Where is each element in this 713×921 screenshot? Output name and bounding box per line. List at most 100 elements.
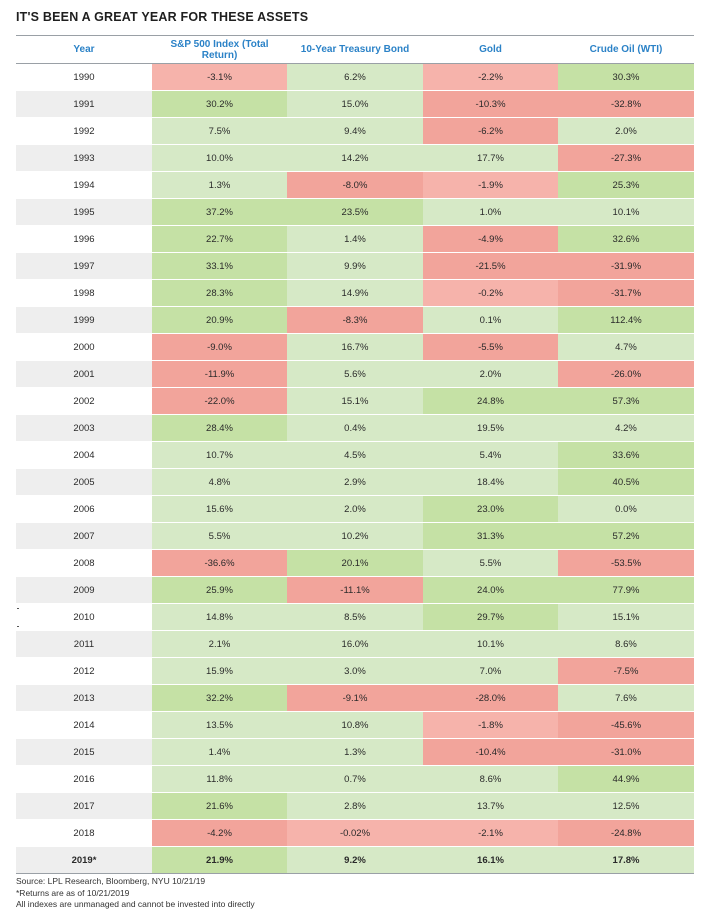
year-cell: 1999	[16, 306, 152, 334]
sp500-value-cell: 15.6%	[152, 495, 287, 523]
year-cell: 2016	[16, 765, 152, 793]
sp500-value-cell: 28.4%	[152, 414, 287, 442]
crude-oil-value-cell: 33.6%	[558, 441, 694, 469]
header-crude-oil: Crude Oil (WTI)	[558, 36, 694, 64]
table-row: 1999 20.9% -8.3% 0.1% 112.4%	[16, 306, 694, 334]
crude-oil-value-cell: -31.9%	[558, 252, 694, 280]
sp500-value-cell: -36.6%	[152, 549, 287, 577]
sp500-value-cell: 4.8%	[152, 468, 287, 496]
crude-oil-value-cell: 10.1%	[558, 198, 694, 226]
treasury-value-cell: -11.1%	[287, 576, 423, 604]
table-row: 2004 10.7% 4.5% 5.4% 33.6%	[16, 441, 694, 469]
treasury-value-cell: 5.6%	[287, 360, 423, 388]
treasury-value-cell: 10.8%	[287, 711, 423, 739]
year-cell: 1993	[16, 144, 152, 172]
crude-oil-value-cell: -31.7%	[558, 279, 694, 307]
sp500-value-cell: 30.2%	[152, 90, 287, 118]
year-cell: 2000	[16, 333, 152, 361]
year-cell: 2011	[16, 630, 152, 658]
table-row: 2019* 21.9% 9.2% 16.1% 17.8%	[16, 846, 694, 874]
treasury-value-cell: 9.2%	[287, 846, 423, 874]
sp500-value-cell: 2.1%	[152, 630, 287, 658]
table-row: 2005 4.8% 2.9% 18.4% 40.5%	[16, 468, 694, 496]
sp500-value-cell: 28.3%	[152, 279, 287, 307]
table-row: 1994 1.3% -8.0% -1.9% 25.3%	[16, 171, 694, 199]
treasury-value-cell: 0.7%	[287, 765, 423, 793]
table-row: 2014 13.5% 10.8% -1.8% -45.6%	[16, 711, 694, 739]
gold-value-cell: -2.2%	[423, 63, 558, 91]
treasury-value-cell: 9.9%	[287, 252, 423, 280]
gold-value-cell: -1.8%	[423, 711, 558, 739]
crude-oil-value-cell: -53.5%	[558, 549, 694, 577]
crude-oil-value-cell: 44.9%	[558, 765, 694, 793]
gold-value-cell: 0.1%	[423, 306, 558, 334]
treasury-value-cell: 3.0%	[287, 657, 423, 685]
gold-value-cell: 17.7%	[423, 144, 558, 172]
treasury-value-cell: 23.5%	[287, 198, 423, 226]
crude-oil-value-cell: -24.8%	[558, 819, 694, 847]
sp500-value-cell: 13.5%	[152, 711, 287, 739]
treasury-value-cell: 1.3%	[287, 738, 423, 766]
gold-value-cell: -10.4%	[423, 738, 558, 766]
treasury-value-cell: 10.2%	[287, 522, 423, 550]
year-cell: 1994	[16, 171, 152, 199]
crude-oil-value-cell: 15.1%	[558, 603, 694, 631]
sp500-value-cell: 22.7%	[152, 225, 287, 253]
year-cell: 2015	[16, 738, 152, 766]
crude-oil-value-cell: 30.3%	[558, 63, 694, 91]
crude-oil-value-cell: -45.6%	[558, 711, 694, 739]
crude-oil-value-cell: 17.8%	[558, 846, 694, 874]
sp500-value-cell: 7.5%	[152, 117, 287, 145]
year-cell: 1991	[16, 90, 152, 118]
treasury-value-cell: 20.1%	[287, 549, 423, 577]
treasury-value-cell: 0.4%	[287, 414, 423, 442]
table-row: 1993 10.0% 14.2% 17.7% -27.3%	[16, 144, 694, 172]
treasury-value-cell: -0.02%	[287, 819, 423, 847]
crude-oil-value-cell: 2.0%	[558, 117, 694, 145]
treasury-value-cell: 1.4%	[287, 225, 423, 253]
year-cell: 2008	[16, 549, 152, 577]
table-row: 1996 22.7% 1.4% -4.9% 32.6%	[16, 225, 694, 253]
sp500-value-cell: 33.1%	[152, 252, 287, 280]
table-row: 2017 21.6% 2.8% 13.7% 12.5%	[16, 792, 694, 820]
table-row: 2009 25.9% -11.1% 24.0% 77.9%	[16, 576, 694, 604]
year-cell: 2003	[16, 414, 152, 442]
gold-value-cell: 16.1%	[423, 846, 558, 874]
top-rule	[16, 35, 694, 36]
gold-value-cell: -28.0%	[423, 684, 558, 712]
footnotes: Source: LPL Research, Bloomberg, NYU 10/…	[16, 876, 255, 911]
table-row: 2008 -36.6% 20.1% 5.5% -53.5%	[16, 549, 694, 577]
crude-oil-value-cell: 32.6%	[558, 225, 694, 253]
gold-value-cell: -2.1%	[423, 819, 558, 847]
gold-value-cell: 2.0%	[423, 360, 558, 388]
edge-tick	[17, 608, 19, 609]
gold-value-cell: 7.0%	[423, 657, 558, 685]
chart-title: IT'S BEEN A GREAT YEAR FOR THESE ASSETS	[16, 10, 309, 24]
gold-value-cell: -1.9%	[423, 171, 558, 199]
crude-oil-value-cell: 4.2%	[558, 414, 694, 442]
edge-tick	[17, 626, 19, 627]
year-cell: 2013	[16, 684, 152, 712]
crude-oil-value-cell: 4.7%	[558, 333, 694, 361]
sp500-value-cell: 15.9%	[152, 657, 287, 685]
year-cell: 2014	[16, 711, 152, 739]
table-row: 2010 14.8% 8.5% 29.7% 15.1%	[16, 603, 694, 631]
treasury-value-cell: 8.5%	[287, 603, 423, 631]
year-cell: 2005	[16, 468, 152, 496]
crude-oil-value-cell: 12.5%	[558, 792, 694, 820]
crude-oil-value-cell: -7.5%	[558, 657, 694, 685]
treasury-value-cell: -8.0%	[287, 171, 423, 199]
year-cell: 1992	[16, 117, 152, 145]
sp500-value-cell: 5.5%	[152, 522, 287, 550]
treasury-value-cell: 16.7%	[287, 333, 423, 361]
table-row: 2000 -9.0% 16.7% -5.5% 4.7%	[16, 333, 694, 361]
treasury-value-cell: 16.0%	[287, 630, 423, 658]
crude-oil-value-cell: 0.0%	[558, 495, 694, 523]
sp500-value-cell: 10.0%	[152, 144, 287, 172]
treasury-value-cell: -8.3%	[287, 306, 423, 334]
gold-value-cell: 18.4%	[423, 468, 558, 496]
treasury-value-cell: 2.0%	[287, 495, 423, 523]
treasury-value-cell: 15.1%	[287, 387, 423, 415]
gold-value-cell: -6.2%	[423, 117, 558, 145]
gold-value-cell: 31.3%	[423, 522, 558, 550]
